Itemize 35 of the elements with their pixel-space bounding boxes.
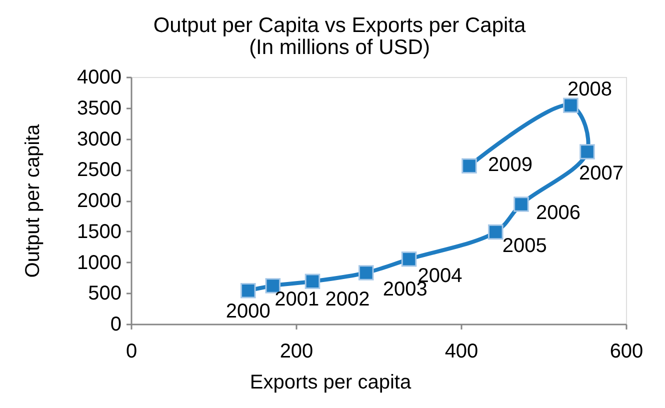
y-tick-label: 3500 [77,97,122,120]
y-tick-label: 4000 [77,66,122,88]
y-axis-title: Output per capita [22,123,44,278]
point [514,196,529,212]
y-tick-label: 2000 [77,190,122,212]
x-tick-label: 0 [126,340,138,362]
y-tick-label: 0 [110,314,122,336]
point [240,283,256,298]
point [488,224,504,240]
point [265,278,281,294]
y-tick-label: 1000 [77,252,122,274]
point [563,98,578,114]
chart-subtitle: (In millions of USD) [249,36,430,59]
point [401,252,417,267]
point [304,274,320,290]
chart-title: Output per Capita vs Exports per Capita [153,14,526,37]
y-tick-label: 1500 [77,220,122,243]
x-tick-label: 200 [280,340,314,362]
annotation: 2009 [488,154,532,176]
y-tick-label: 3000 [77,128,122,150]
annotation: 2002 [325,288,370,310]
point [462,158,477,174]
annotation: 2006 [536,202,580,224]
annotation: 2008 [567,78,612,100]
annotation: 2000 [226,300,270,323]
annotation: 2005 [502,234,547,257]
x-tick-label: 400 [444,340,478,362]
y-tick-label: 500 [88,282,122,305]
point [358,265,374,280]
annotation: 2001 [274,288,320,311]
x-axis-title: Exports per capita [250,372,412,394]
annotation: 2007 [578,162,624,185]
y-tick-label: 2500 [77,159,122,182]
point [580,144,595,160]
x-tick-label: 600 [610,340,644,362]
